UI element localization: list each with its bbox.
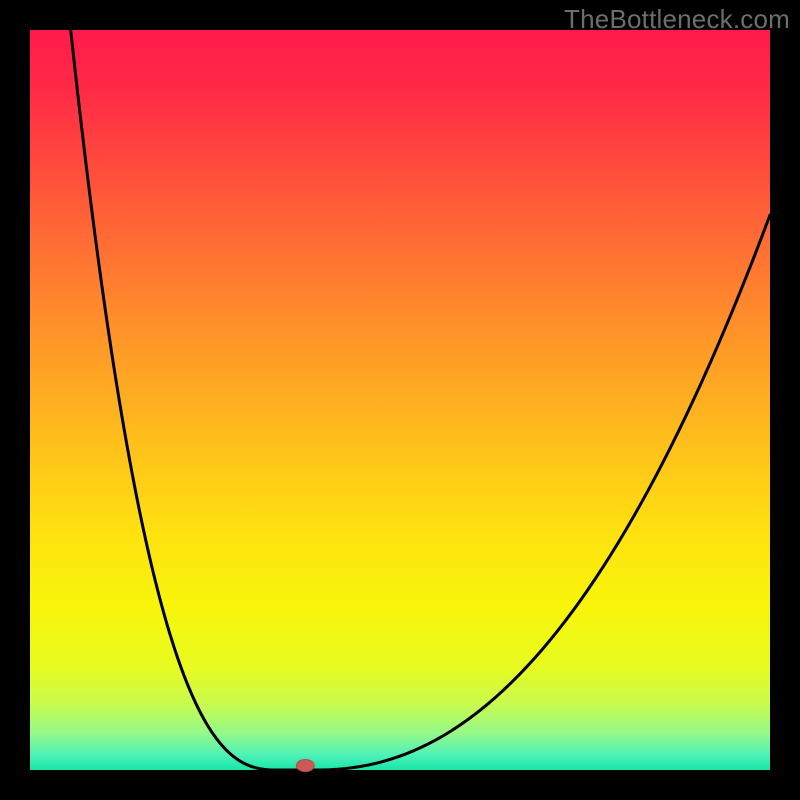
optimal-point-marker	[296, 760, 314, 772]
watermark-text: TheBottleneck.com	[564, 4, 790, 35]
plot-area	[30, 30, 770, 770]
bottleneck-chart	[0, 0, 800, 800]
